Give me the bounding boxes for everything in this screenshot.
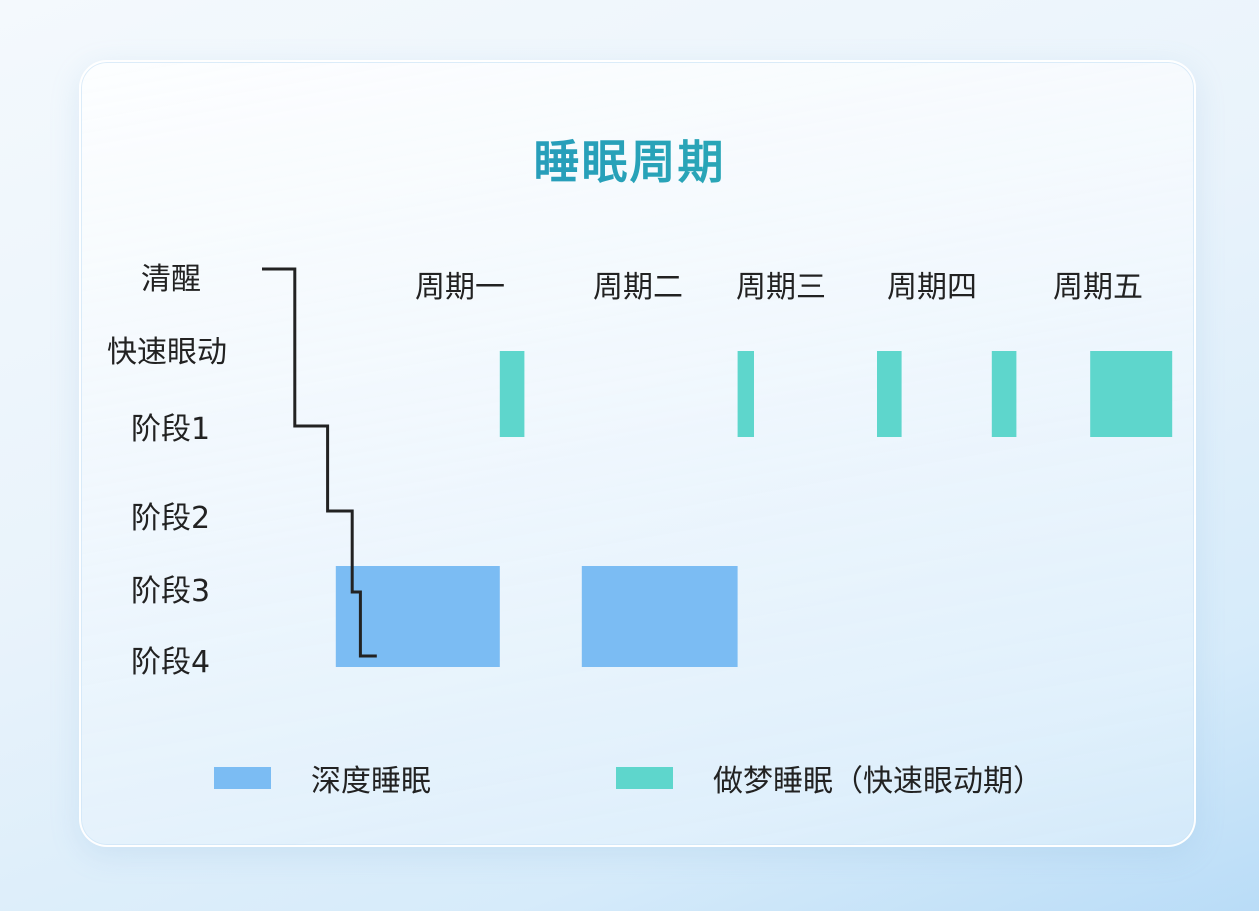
y-label-awake: 清醒 [141,262,201,297]
rem-band-5 [1090,351,1173,437]
chart-card [79,60,1196,847]
sleep-bands [335,351,1173,667]
deep-sleep-band-1 [335,566,500,667]
hypnogram-line [262,267,377,658]
y-label-stage3: 阶段3 [131,574,211,609]
rem-band-2 [737,351,754,437]
rem-band-1 [499,351,525,437]
legend-rem-sleep: 做梦睡眠（快速眼动期） [616,758,1043,799]
rem-band-4 [991,351,1017,437]
legend-rem-sleep-label: 做梦睡眠（快速眼动期） [713,764,1043,799]
y-label-stage1: 阶段1 [131,412,211,447]
y-label-stage4: 阶段4 [131,645,211,680]
y-label-stage2: 阶段2 [131,501,211,536]
cycle-label-5: 周期五 [1053,270,1143,305]
legend-deep-sleep-swatch [214,767,271,789]
legend-deep-sleep-label: 深度睡眠 [311,764,431,799]
legend-deep-sleep: 深度睡眠 [214,758,431,799]
cycle-label-4: 周期四 [887,270,977,305]
cycle-label-3: 周期三 [736,270,826,305]
rem-band-3 [877,351,902,437]
legend-rem-sleep-swatch [616,767,673,789]
cycle-label-1: 周期一 [415,270,505,305]
cycle-label-2: 周期二 [593,270,683,305]
chart-title: 睡眠周期 [0,126,1259,192]
y-label-rem: 快速眼动 [107,335,227,370]
deep-sleep-band-2 [581,566,738,667]
